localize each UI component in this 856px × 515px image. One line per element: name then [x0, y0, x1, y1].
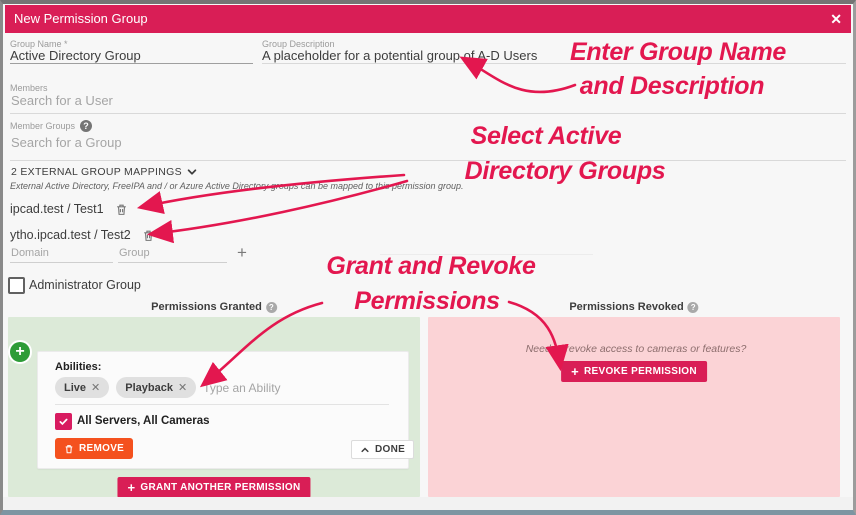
group-search-underline	[10, 160, 846, 161]
annotation-and-description: and Description	[579, 72, 765, 100]
administrator-group-checkbox[interactable]	[8, 277, 25, 294]
member-groups-label: Member Groups	[10, 121, 76, 131]
help-icon[interactable]: ?	[80, 120, 93, 132]
dialog-footer-gap	[3, 497, 853, 510]
trash-icon[interactable]	[115, 203, 128, 216]
mapping-row: ipcad.test / Test1	[10, 202, 128, 216]
abilities-underline	[55, 404, 389, 405]
group-search-input[interactable]	[11, 135, 311, 150]
external-mappings-toggle[interactable]: 2 EXTERNAL GROUP MAPPINGS	[11, 166, 198, 178]
ability-input[interactable]	[203, 380, 314, 395]
annotation-select-active: Select Active	[470, 122, 622, 150]
mapping-name: ytho.ipcad.test / Test2	[10, 228, 131, 242]
chip-label: Playback	[125, 381, 173, 394]
plus-icon: +	[571, 363, 579, 379]
ability-chip-playback[interactable]: Playback ✕	[116, 377, 197, 398]
dialog-title: New Permission Group	[14, 11, 148, 26]
permissions-granted-header: Permissions Granted ?	[151, 301, 277, 313]
mapping-row: ytho.ipcad.test / Test2	[10, 228, 155, 242]
domain-input[interactable]	[11, 247, 111, 259]
revoke-permission-button[interactable]: + REVOKE PERMISSION	[561, 361, 707, 382]
all-servers-label: All Servers, All Cameras	[77, 415, 210, 427]
group-underline	[118, 262, 227, 263]
done-button[interactable]: DONE	[351, 440, 415, 459]
group-input[interactable]	[119, 247, 219, 259]
external-mappings-summary: 2 EXTERNAL GROUP MAPPINGS	[11, 166, 182, 178]
administrator-group-label: Administrator Group	[29, 278, 141, 292]
trash-icon[interactable]	[142, 229, 155, 242]
permissions-revoked-header: Permissions Revoked ?	[569, 301, 699, 313]
check-icon	[59, 418, 68, 426]
permissions-granted-title: Permissions Granted	[151, 301, 262, 313]
done-label: DONE	[375, 444, 406, 455]
close-icon[interactable]: ✕	[830, 11, 842, 27]
mapping-name: ipcad.test / Test1	[10, 202, 104, 216]
grant-another-label: GRANT ANOTHER PERMISSION	[140, 482, 301, 493]
member-search-input[interactable]	[11, 93, 311, 108]
help-icon[interactable]: ?	[265, 301, 277, 313]
permissions-revoked-title: Permissions Revoked	[569, 301, 684, 313]
chip-dismiss-icon[interactable]: ✕	[177, 382, 188, 394]
annotation-directory-groups: Directory Groups	[464, 157, 666, 185]
help-icon[interactable]: ?	[687, 301, 699, 313]
revoke-prompt: Need to revoke access to cameras or feat…	[525, 343, 747, 355]
group-name-underline	[10, 63, 253, 64]
all-servers-checkbox[interactable]	[55, 413, 72, 430]
group-description-field[interactable]	[262, 48, 562, 63]
chip-label: Live	[64, 381, 87, 394]
add-permission-icon[interactable]: +	[10, 342, 30, 362]
chip-dismiss-icon[interactable]: ✕	[91, 382, 101, 394]
trash-icon	[64, 444, 74, 454]
external-mappings-help-text: External Active Directory, FreeIPA and /…	[10, 181, 464, 191]
domain-underline	[10, 262, 113, 263]
revoke-label: REVOKE PERMISSION	[584, 366, 697, 377]
annotation-permissions: Permissions	[354, 287, 500, 315]
permissions-revoked-panel	[428, 317, 840, 497]
chevron-up-icon	[360, 445, 370, 455]
divider	[380, 254, 593, 255]
abilities-label: Abilities:	[55, 361, 102, 373]
group-description-label: Group Description	[262, 39, 335, 49]
add-mapping-button[interactable]: +	[237, 243, 247, 262]
members-underline	[10, 113, 846, 114]
group-name-field[interactable]	[10, 48, 250, 63]
ability-chip-live[interactable]: Live ✕	[55, 377, 110, 398]
remove-label: REMOVE	[79, 443, 125, 454]
plus-icon: +	[127, 479, 136, 495]
group-name-label: Group Name *	[10, 39, 68, 49]
annotation-enter-group-name: Enter Group Name	[569, 38, 787, 66]
members-label: Members	[10, 83, 48, 93]
grant-another-permission-button[interactable]: + GRANT ANOTHER PERMISSION	[117, 477, 311, 498]
remove-button[interactable]: REMOVE	[55, 438, 134, 459]
arrow-to-mapping-1	[136, 173, 406, 214]
dialog-titlebar: New Permission Group ✕	[5, 5, 851, 33]
chevron-down-icon	[186, 166, 198, 178]
annotation-grant-and-revoke: Grant and Revoke	[326, 252, 536, 280]
